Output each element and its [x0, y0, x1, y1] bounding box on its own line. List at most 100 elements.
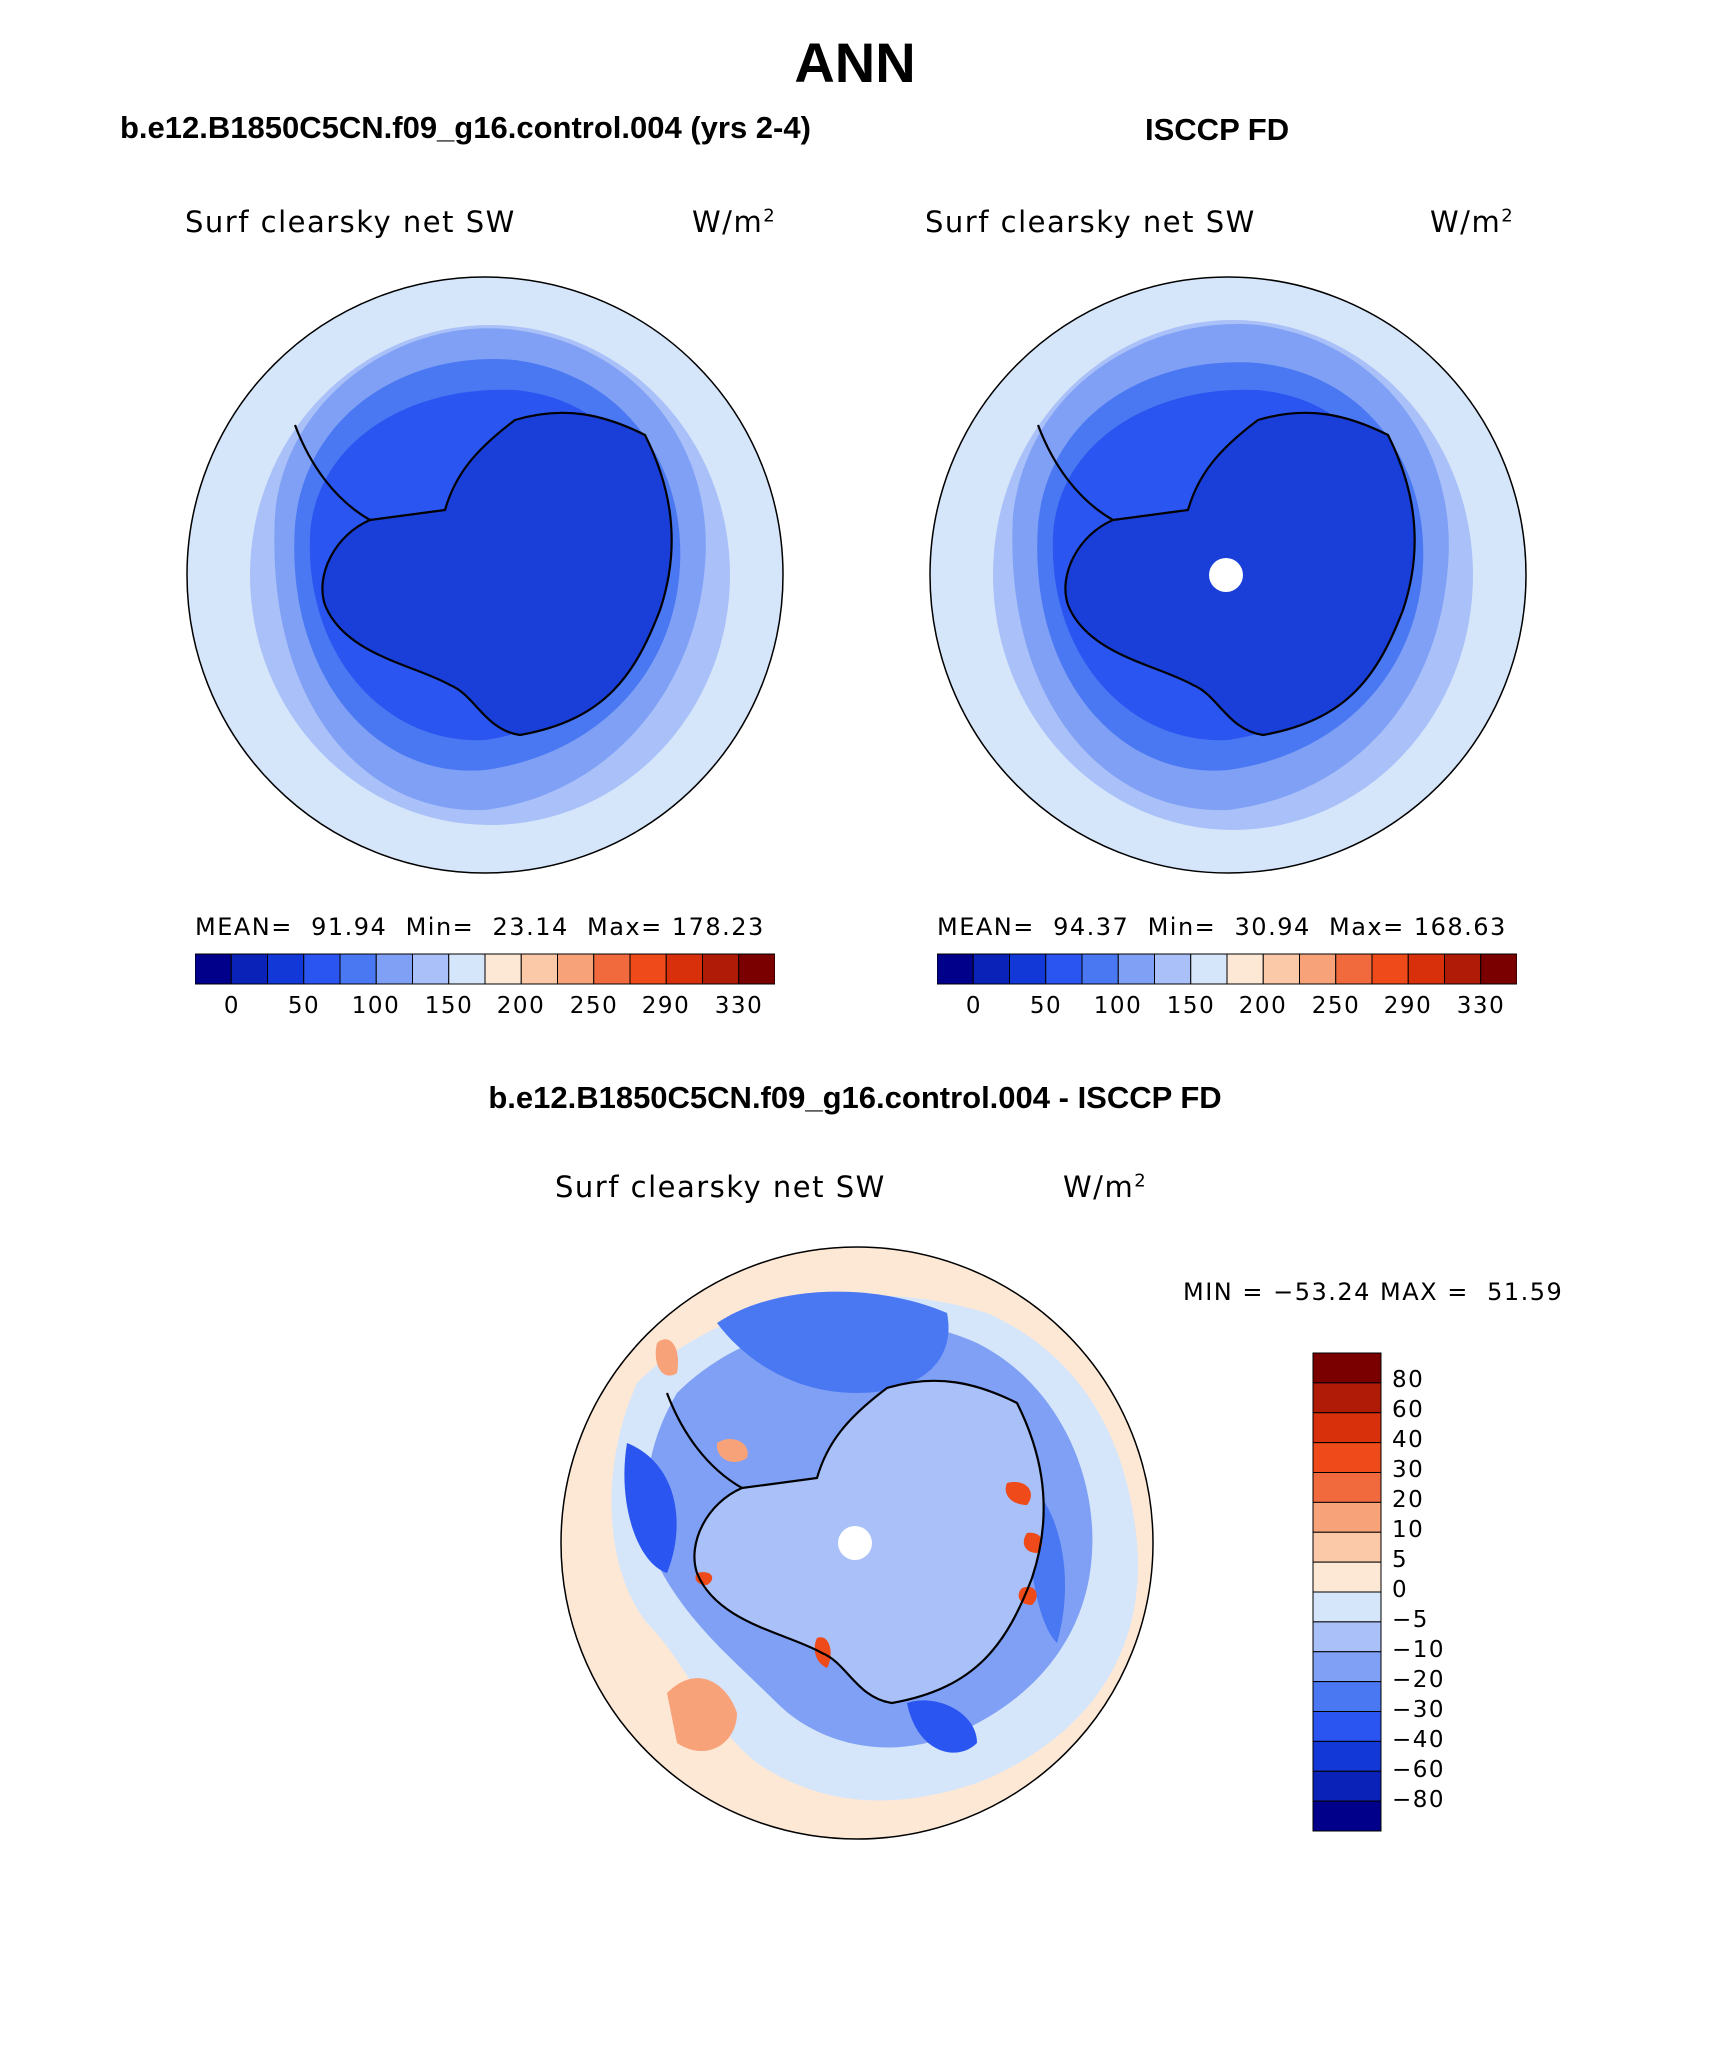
diff-cb-label: −40: [1392, 1727, 1446, 1753]
cb-label: 0: [223, 993, 241, 1019]
colorbar-swatch: [230, 953, 268, 985]
colorbar-swatch: [1312, 1442, 1382, 1473]
colorbar-swatch: [1312, 1800, 1382, 1832]
colorbar-swatch: [1312, 1591, 1382, 1623]
diff-cb-label: −5: [1392, 1607, 1429, 1633]
antarctica-landmass: [322, 412, 672, 735]
diff-cb-label: −10: [1392, 1637, 1446, 1663]
cb-label: 290: [1383, 993, 1433, 1019]
obs-colorbar: [937, 953, 1517, 985]
colorbar-swatch: [1312, 1382, 1382, 1414]
cb-label: 330: [1456, 993, 1506, 1019]
cb-label: 200: [1238, 993, 1288, 1019]
diff-cb-label: −30: [1392, 1697, 1446, 1723]
cb-label: 250: [1311, 993, 1361, 1019]
cb-label: 0: [965, 993, 983, 1019]
cb-label: 330: [714, 993, 764, 1019]
colorbar-swatch: [1480, 953, 1517, 985]
colorbar-swatch: [448, 953, 486, 985]
colorbar-swatch: [1190, 953, 1228, 985]
colorbar-swatch: [1299, 953, 1337, 985]
obs-stats: MEAN= 94.37 Min= 30.94 Max= 168.63: [937, 913, 1507, 941]
colorbar-swatch: [1312, 1770, 1382, 1802]
diff-cb-label: −80: [1392, 1787, 1446, 1813]
colorbar-swatch: [1312, 1472, 1382, 1503]
model-colorbar: [195, 953, 775, 985]
diff-colorbar: [1312, 1352, 1382, 1832]
cb-label: 250: [569, 993, 619, 1019]
colorbar-swatch: [1312, 1352, 1382, 1384]
colorbar-swatch: [1045, 953, 1083, 985]
colorbar-swatch: [1081, 953, 1119, 985]
model-units-label: W/m2: [692, 205, 777, 239]
obs-polar-map: [929, 276, 1527, 874]
colorbar-swatch: [1371, 953, 1409, 985]
colorbar-swatch: [303, 953, 341, 985]
colorbar-swatch: [267, 953, 305, 985]
colorbar-swatch: [1407, 953, 1445, 985]
colorbar-swatch: [557, 953, 595, 985]
colorbar-swatch: [1312, 1711, 1382, 1742]
model-stats: MEAN= 91.94 Min= 23.14 Max= 178.23: [195, 913, 765, 941]
colorbar-swatch: [1312, 1412, 1382, 1444]
colorbar-swatch: [738, 953, 775, 985]
colorbar-swatch: [1312, 1681, 1382, 1712]
cb-label: 290: [641, 993, 691, 1019]
cb-label: 150: [1166, 993, 1216, 1019]
colorbar-swatch: [1312, 1621, 1382, 1653]
pole-hole: [1209, 558, 1243, 592]
diff-cb-label: 20: [1392, 1487, 1425, 1513]
page-title: ANN: [794, 31, 916, 94]
colorbar-swatch: [339, 953, 377, 985]
colorbar-swatch: [375, 953, 413, 985]
colorbar-swatch: [1154, 953, 1192, 985]
obs-variable-label: Surf clearsky net SW: [925, 205, 1256, 239]
model-panel-header: b.e12.B1850C5CN.f09_g16.control.004 (yrs…: [120, 110, 811, 145]
colorbar-swatch: [1117, 953, 1155, 985]
diff-cb-label: 60: [1392, 1397, 1425, 1423]
diff-polar-map: [560, 1246, 1154, 1840]
diff-units-label: W/m2: [1063, 1170, 1148, 1204]
colorbar-swatch: [1312, 1740, 1382, 1772]
colorbar-swatch: [972, 953, 1010, 985]
diff-stats: MIN = −53.24 MAX = 51.59: [1183, 1278, 1564, 1306]
cb-label: 100: [1093, 993, 1143, 1019]
colorbar-swatch: [1312, 1561, 1382, 1593]
cb-label: 150: [424, 993, 474, 1019]
colorbar-swatch: [702, 953, 740, 985]
colorbar-swatch: [937, 953, 974, 985]
diff-cb-label: −60: [1392, 1757, 1446, 1783]
colorbar-swatch: [593, 953, 631, 985]
colorbar-swatch: [484, 953, 522, 985]
obs-panel-header: ISCCP FD: [1145, 112, 1290, 147]
colorbar-swatch: [1335, 953, 1373, 985]
colorbar-swatch: [1312, 1531, 1382, 1563]
colorbar-swatch: [1312, 1501, 1382, 1533]
cb-label: 200: [496, 993, 546, 1019]
diff-cb-label: 0: [1392, 1577, 1409, 1603]
colorbar-swatch: [195, 953, 232, 985]
colorbar-swatch: [1444, 953, 1482, 985]
colorbar-swatch: [1226, 953, 1264, 985]
diff-cb-label: 5: [1392, 1547, 1409, 1573]
colorbar-swatch: [412, 953, 450, 985]
colorbar-swatch: [1262, 953, 1300, 985]
cb-label: 50: [287, 993, 321, 1019]
diff-variable-label: Surf clearsky net SW: [555, 1170, 886, 1204]
model-variable-label: Surf clearsky net SW: [185, 205, 516, 239]
obs-units-label: W/m2: [1430, 205, 1515, 239]
diff-cb-label: 80: [1392, 1367, 1425, 1393]
colorbar-swatch: [665, 953, 703, 985]
colorbar-swatch: [629, 953, 667, 985]
diff-cb-label: 30: [1392, 1457, 1425, 1483]
colorbar-swatch: [1009, 953, 1047, 985]
colorbar-swatch: [1312, 1651, 1382, 1683]
cb-label: 100: [351, 993, 401, 1019]
model-polar-map: [186, 276, 784, 874]
diff-panel-header: b.e12.B1850C5CN.f09_g16.control.004 - IS…: [488, 1080, 1222, 1115]
diff-cb-label: 10: [1392, 1517, 1425, 1543]
diff-cb-label: −20: [1392, 1667, 1446, 1693]
colorbar-swatch: [520, 953, 558, 985]
diff-cb-label: 40: [1392, 1427, 1425, 1453]
cb-label: 50: [1029, 993, 1063, 1019]
